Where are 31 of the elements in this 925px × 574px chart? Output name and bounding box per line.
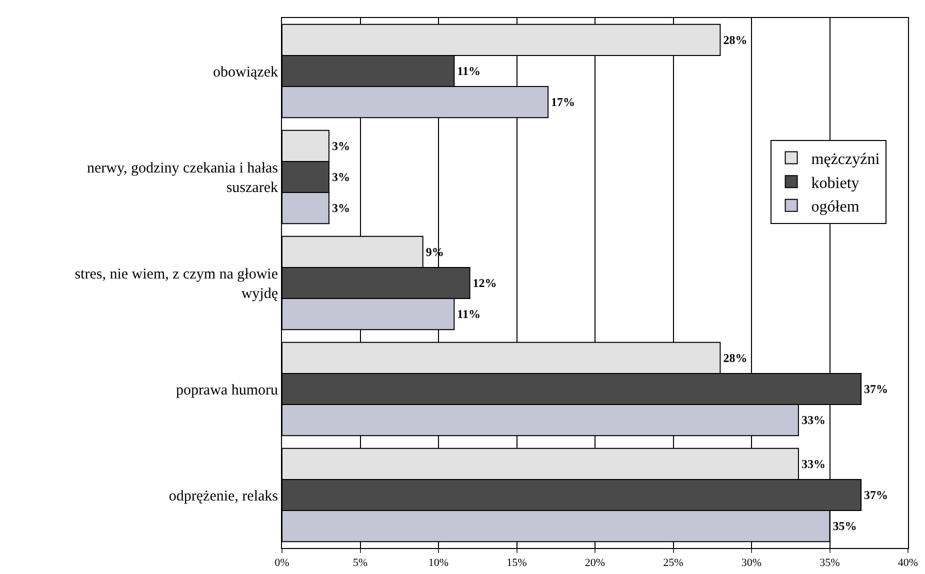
y-tick-label: obowiązek (213, 64, 278, 80)
data-label: 35% (832, 519, 857, 534)
legend-label: mężczyźni (811, 151, 880, 168)
data-label: 17% (551, 95, 576, 110)
data-label: 3% (332, 138, 350, 153)
x-tick-label: 20% (584, 557, 606, 570)
data-label: 12% (472, 276, 497, 290)
x-tick-label: 10% (428, 557, 449, 570)
y-tick-label: poprawa humoru (176, 382, 278, 398)
data-label: 28% (723, 32, 748, 47)
x-tick-label: 35% (820, 557, 840, 570)
x-tick-label: 40% (898, 557, 918, 570)
x-tick-label: 25% (663, 557, 684, 570)
data-label: 37% (864, 382, 888, 396)
y-tick-label: odprężenie, relaks (168, 488, 278, 504)
x-tick-label: 5% (352, 557, 368, 570)
data-label: 3% (332, 201, 350, 216)
data-label: 11% (457, 307, 480, 322)
legend-label: ogółem (811, 198, 860, 216)
data-label: 33% (801, 456, 826, 471)
data-label: 3% (332, 170, 350, 184)
data-label: 28% (723, 350, 748, 365)
x-tick-label: 0% (274, 557, 290, 570)
data-label: 37% (864, 488, 888, 502)
y-tick-label: stres, nie wiem, z czym na głowie wyjdę (74, 266, 278, 302)
legend-label: kobiety (811, 174, 860, 192)
data-label: 11% (457, 64, 480, 78)
x-tick-label: 30% (741, 557, 762, 570)
data-label: 33% (801, 413, 826, 428)
x-tick-label: 15% (506, 557, 527, 570)
y-tick-label: nerwy, godziny czekania i hałas suszarek (86, 160, 278, 196)
